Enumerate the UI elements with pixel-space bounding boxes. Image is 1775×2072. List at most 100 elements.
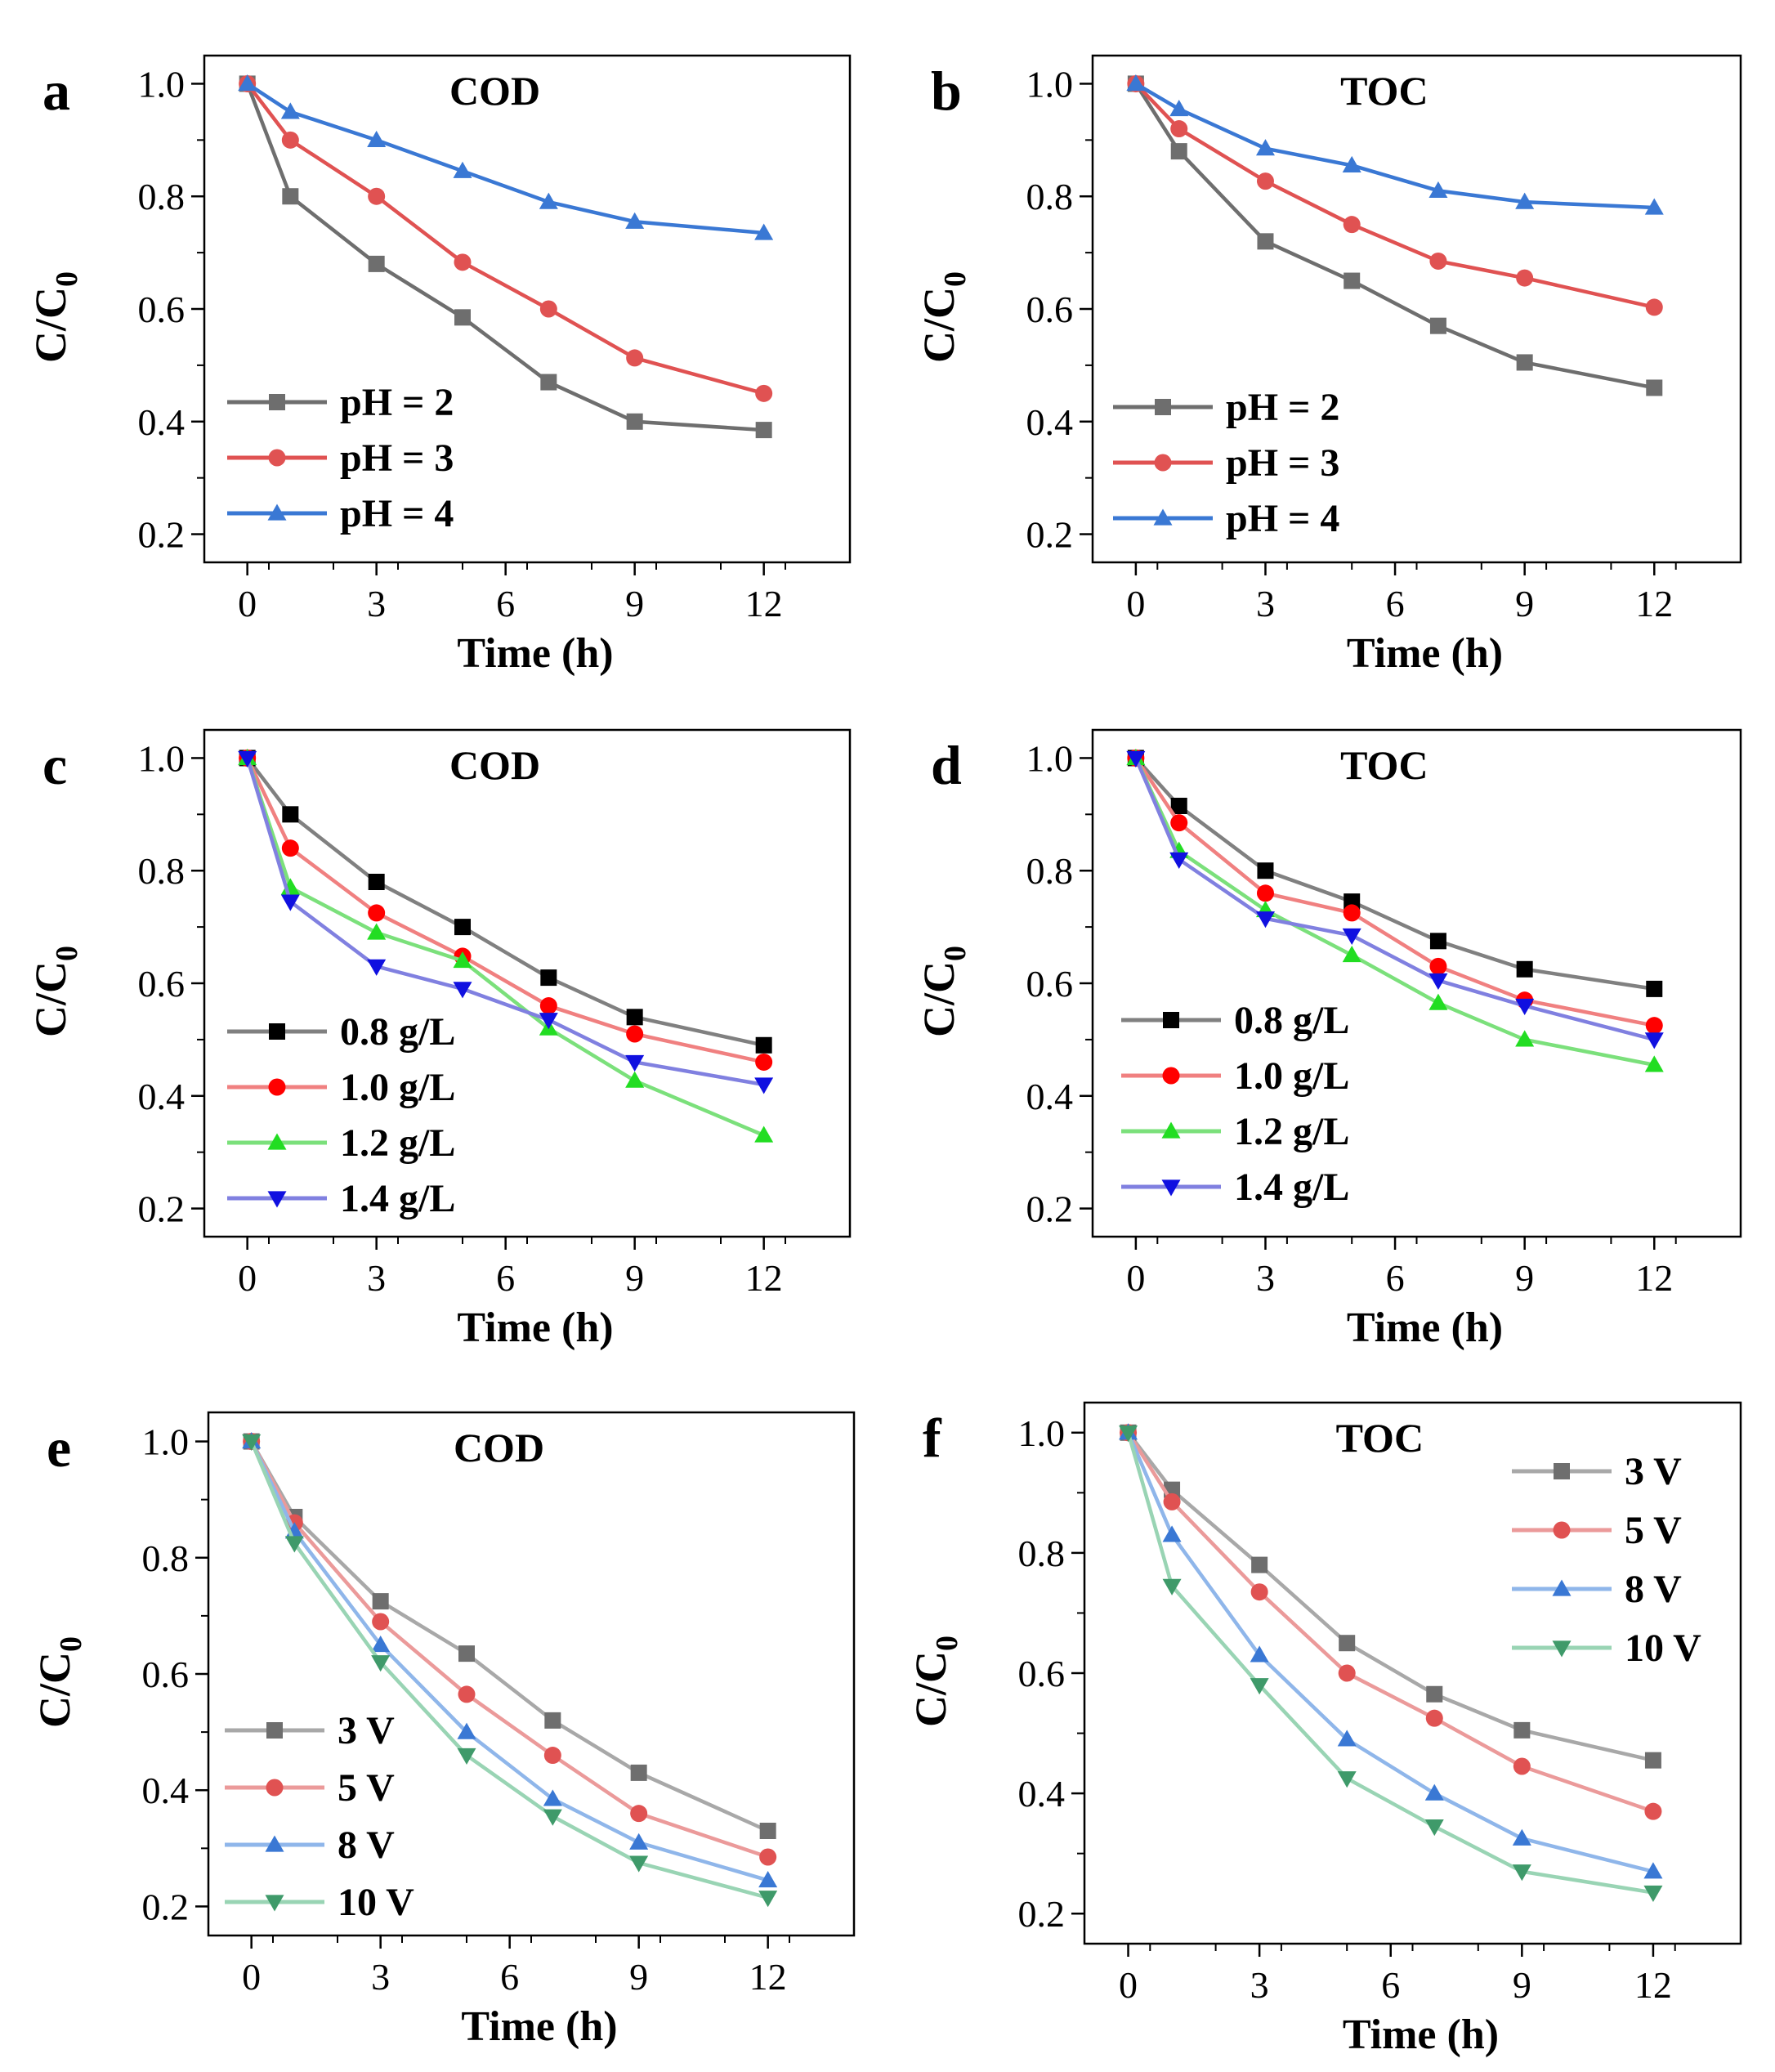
data-point [1126,74,1146,92]
data-point [1337,1771,1357,1788]
data-point [1344,272,1361,289]
legend-marker [268,1078,286,1096]
series-line [1133,83,1655,390]
data-point [755,1053,773,1071]
legend-marker [1153,508,1173,526]
data-point [1250,1678,1269,1695]
legend-marker [265,1895,284,1912]
data-point [1255,911,1275,929]
y-tick-label: 0.2 [1026,514,1074,556]
chart-title: COD [454,1425,544,1470]
series-line [1133,757,1655,1042]
data-point [1429,957,1447,975]
x-tick-label: 6 [1381,1964,1400,2006]
data-point [1170,798,1187,814]
data-point [458,1685,476,1703]
data-point [367,130,387,147]
data-point [626,413,643,430]
data-point [755,384,773,402]
x-tick-label: 6 [1386,1257,1405,1299]
series-3 [242,1434,778,1908]
legend-marker [267,503,287,521]
data-point [242,1434,262,1452]
data-point [630,1805,648,1823]
data-point [1515,1030,1535,1047]
x-tick-label: 3 [1256,1257,1275,1299]
legend-label: 3 V [338,1709,395,1752]
data-point [754,223,774,240]
data-point [539,1013,558,1030]
series-2 [238,748,774,1143]
data-point [1644,198,1664,215]
data-point [539,997,557,1015]
x-tick-label: 3 [1250,1964,1269,2006]
series-line [249,1440,769,1882]
data-point [1170,120,1188,138]
data-point [367,923,387,940]
data-point [1343,904,1361,922]
data-point [1343,216,1361,234]
legend-label: pH = 3 [1226,441,1339,485]
legend-label: 1.4 g/L [340,1177,455,1220]
series-2 [1126,748,1664,1072]
y-tick-label: 0.6 [1026,289,1074,330]
data-point [1169,852,1189,869]
series-1 [239,74,773,402]
y-tick-label: 0.6 [1018,1653,1066,1694]
x-axis-label: Time (h) [457,630,613,677]
chart-title: COD [449,68,540,114]
y-axis-label-subscript: 0 [930,1636,964,1651]
data-point [368,904,386,922]
legend-marker [1163,1012,1179,1028]
y-tick-label: 0.8 [138,176,186,217]
data-point [629,1855,649,1873]
y-axis-label-main: C/C [30,1652,79,1728]
data-point [1515,998,1535,1016]
data-point [367,959,387,976]
x-tick-label: 0 [242,1956,261,1998]
data-point [543,1747,561,1765]
x-tick-label: 3 [371,1956,390,1998]
data-point [371,1635,391,1653]
x-tick-label: 0 [1119,1964,1138,2006]
data-point [372,1593,389,1610]
legend: 3 V 5 V 8 V 10 V [1512,1450,1701,1670]
legend-marker [1552,1640,1572,1658]
series-line [1126,1431,1654,1762]
panel-letter: e [47,1416,71,1479]
data-point [1119,1425,1138,1443]
x-tick-label: 12 [1635,583,1673,624]
legend-marker [1161,1179,1181,1197]
data-point [1169,99,1189,117]
y-tick-label: 1.0 [138,737,186,779]
data-point [755,422,772,439]
data-point [282,188,299,205]
data-point [626,349,644,367]
data-point [1426,1685,1443,1703]
data-point [372,1613,390,1631]
y-axis-label: C/C0 [906,1636,964,1727]
y-tick-label: 0.2 [1018,1893,1066,1935]
data-point [543,1789,562,1806]
data-point [1170,143,1187,160]
series-line [1126,1431,1654,1873]
x-tick-label: 12 [1635,1257,1673,1299]
data-point [280,894,300,911]
y-tick-label: 0.2 [142,1886,190,1927]
data-point [1428,181,1448,198]
legend: 0.8 g/L 1.0 g/L 1.2 g/L 1.4 g/L [227,1010,455,1220]
data-point [626,1025,644,1043]
x-tick-label: 9 [1513,1964,1531,2006]
y-tick-label: 0.8 [1026,176,1074,217]
series-1 [1127,74,1663,316]
data-point [238,74,257,92]
data-point [759,1823,776,1839]
series-line [245,757,765,1138]
data-point [539,192,558,209]
data-point [540,969,557,987]
y-axis-label: C/C0 [914,271,972,363]
y-tick-label: 0.8 [1018,1533,1066,1574]
